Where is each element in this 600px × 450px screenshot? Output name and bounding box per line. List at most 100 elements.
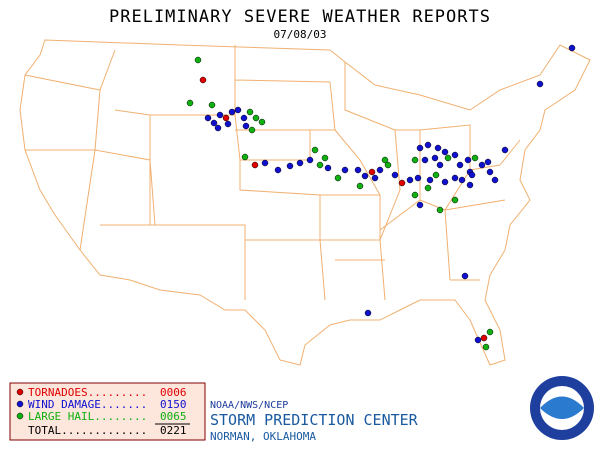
- date: 07/08/03: [274, 28, 327, 41]
- report-dot: [458, 176, 466, 184]
- report-dot: [482, 343, 490, 351]
- report-dot: [391, 171, 399, 179]
- report-dot: [491, 176, 499, 184]
- report-dot: [451, 196, 459, 204]
- report-dot: [296, 159, 304, 167]
- report-dot: [258, 118, 266, 126]
- report-dot: [416, 201, 424, 209]
- report-dot: [208, 101, 216, 109]
- report-dot: [252, 114, 260, 122]
- report-dot: [251, 161, 259, 169]
- report-dot: [480, 334, 488, 342]
- report-dot: [341, 166, 349, 174]
- report-dot: [228, 108, 236, 116]
- legend-dot: [16, 400, 24, 408]
- report-dot: [441, 178, 449, 186]
- legend-label: WIND DAMAGE.......: [28, 398, 147, 411]
- report-dot: [441, 148, 449, 156]
- state-lines: [24, 45, 521, 301]
- report-dot: [484, 158, 492, 166]
- report-dot: [411, 191, 419, 199]
- report-dot: [451, 151, 459, 159]
- report-dot: [568, 44, 576, 52]
- report-dot: [461, 272, 469, 280]
- report-dot: [222, 114, 230, 122]
- report-dot: [241, 153, 249, 161]
- report-dot: [451, 174, 459, 182]
- report-dot: [406, 176, 414, 184]
- report-dot: [478, 161, 486, 169]
- report-dot: [424, 184, 432, 192]
- report-dot: [246, 108, 254, 116]
- report-dot: [436, 206, 444, 214]
- report-dot: [274, 166, 282, 174]
- report-dot: [376, 166, 384, 174]
- report-dot: [242, 122, 250, 130]
- report-dot: [361, 172, 369, 180]
- report-dot: [414, 174, 422, 182]
- report-dot: [186, 99, 194, 107]
- report-dot: [432, 171, 440, 179]
- report-dot: [214, 124, 222, 132]
- report-dots: [186, 44, 576, 351]
- report-dot: [356, 182, 364, 190]
- legend: TORNADOES......... 0006 WIND DAMAGE.......…: [9, 382, 206, 441]
- report-dot: [456, 161, 464, 169]
- report-dot: [316, 161, 324, 169]
- center: STORM PREDICTION CENTER: [210, 411, 419, 429]
- location: NORMAN, OKLAHOMA: [210, 430, 316, 443]
- report-dot: [204, 114, 212, 122]
- report-dot: [474, 336, 482, 344]
- report-dot: [371, 174, 379, 182]
- report-dot: [466, 181, 474, 189]
- agency: NOAA/NWS/NCEP: [210, 400, 288, 411]
- report-dot: [334, 174, 342, 182]
- report-dot: [199, 76, 207, 84]
- report-dot: [486, 168, 494, 176]
- legend-count: 0065: [160, 410, 187, 423]
- report-dot: [384, 161, 392, 169]
- report-dot: [364, 309, 372, 317]
- report-dot: [536, 80, 544, 88]
- report-dot: [311, 146, 319, 154]
- us-map: [19, 39, 591, 366]
- report-dot: [368, 168, 376, 176]
- report-dot: [416, 144, 424, 152]
- report-dot: [444, 154, 452, 162]
- report-dot: [431, 154, 439, 162]
- report-dot: [324, 164, 332, 172]
- us-outline: [19, 39, 591, 366]
- legend-label: LARGE HAIL........: [28, 410, 147, 423]
- report-dot: [224, 120, 232, 128]
- report-dot: [261, 159, 269, 167]
- report-dot: [486, 328, 494, 336]
- report-dot: [210, 119, 218, 127]
- noaa-logo: [530, 376, 594, 440]
- legend-count: 0006: [160, 386, 187, 399]
- report-dot: [194, 56, 202, 64]
- total-count: 0221: [160, 424, 187, 437]
- logo-bird: [540, 396, 584, 419]
- report-dot: [286, 162, 294, 170]
- report-dot: [306, 156, 314, 164]
- report-dot: [421, 156, 429, 164]
- report-dot: [468, 171, 476, 179]
- report-dot: [436, 161, 444, 169]
- report-dot: [354, 166, 362, 174]
- report-dot: [501, 146, 509, 154]
- report-dot: [234, 106, 242, 114]
- report-dot: [398, 179, 406, 187]
- report-dot: [471, 154, 479, 162]
- report-dot: [321, 154, 329, 162]
- report-dot: [424, 141, 432, 149]
- report-dot: [216, 111, 224, 119]
- total-label: TOTAL.............: [28, 424, 147, 437]
- report-dot: [426, 176, 434, 184]
- report-dot: [381, 156, 389, 164]
- legend-box: [9, 382, 206, 441]
- report-dot: [248, 126, 256, 134]
- title: PRELIMINARY SEVERE WEATHER REPORTS: [109, 7, 491, 27]
- report-dot: [411, 156, 419, 164]
- legend-dot: [16, 388, 24, 396]
